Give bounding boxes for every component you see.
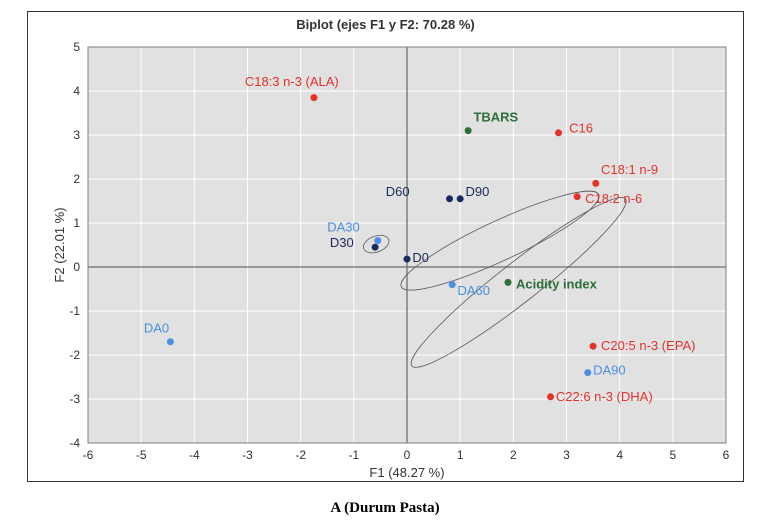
loading-point bbox=[547, 393, 554, 400]
index-point bbox=[505, 279, 512, 286]
loading-point bbox=[555, 129, 562, 136]
score-d-point bbox=[372, 244, 379, 251]
loading-point bbox=[590, 343, 597, 350]
y-tick-label: -2 bbox=[69, 348, 80, 362]
score-d-label: D0 bbox=[412, 250, 429, 265]
y-tick-label: 2 bbox=[73, 172, 80, 186]
x-tick-label: -1 bbox=[348, 448, 359, 462]
x-tick-label: 3 bbox=[563, 448, 570, 462]
score-da-label: DA0 bbox=[144, 321, 169, 336]
score-d-point bbox=[404, 256, 411, 263]
y-tick-label: -3 bbox=[69, 392, 80, 406]
score-d-point bbox=[446, 195, 453, 202]
y-axis-title: F2 (22.01 %) bbox=[52, 207, 67, 282]
loading-label: C18:1 n-9 bbox=[601, 162, 658, 177]
loading-point bbox=[310, 94, 317, 101]
index-label: TBARS bbox=[473, 109, 518, 124]
y-tick-label: 5 bbox=[73, 40, 80, 54]
score-da-label: DA90 bbox=[593, 362, 626, 377]
x-tick-label: 6 bbox=[723, 448, 730, 462]
y-tick-label: 3 bbox=[73, 128, 80, 142]
x-tick-label: -2 bbox=[295, 448, 306, 462]
x-tick-label: -3 bbox=[242, 448, 253, 462]
y-tick-label: 4 bbox=[73, 84, 80, 98]
score-d-point bbox=[457, 195, 464, 202]
score-da-point bbox=[374, 237, 381, 244]
x-axis-title: F1 (48.27 %) bbox=[88, 465, 726, 480]
x-tick-label: 5 bbox=[669, 448, 676, 462]
y-tick-label: 0 bbox=[73, 260, 80, 274]
x-tick-label: 0 bbox=[404, 448, 411, 462]
x-tick-label: 4 bbox=[616, 448, 623, 462]
x-tick-label: 1 bbox=[457, 448, 464, 462]
y-tick-label: -4 bbox=[69, 436, 80, 450]
loading-point bbox=[592, 180, 599, 187]
score-d-label: D90 bbox=[465, 184, 489, 199]
index-label: Acidity index bbox=[516, 277, 598, 292]
score-da-point bbox=[167, 338, 174, 345]
score-da-point bbox=[449, 281, 456, 288]
score-d-label: D30 bbox=[330, 235, 354, 250]
chart-svg: -6 -5 -4 -3 -2 -1 0 1 2 3 4 5 6 -4 -3 -2 -1 0 1 2 3 4 5 C18:3 n… bbox=[0, 0, 770, 527]
figure-caption: A (Durum Pasta) bbox=[0, 500, 770, 517]
x-tick-label: -6 bbox=[83, 448, 94, 462]
y-tick-label: 1 bbox=[73, 216, 80, 230]
score-d-label: D60 bbox=[386, 184, 410, 199]
y-tick-label: -1 bbox=[69, 304, 80, 318]
loading-label: C20:5 n-3 (EPA) bbox=[601, 338, 695, 353]
loading-label: C18:2 n-6 bbox=[585, 191, 642, 206]
loading-point bbox=[574, 193, 581, 200]
x-tick-label: 2 bbox=[510, 448, 517, 462]
score-da-label: DA30 bbox=[327, 219, 360, 234]
loading-label: C18:3 n-3 (ALA) bbox=[245, 74, 339, 89]
x-tick-label: -4 bbox=[189, 448, 200, 462]
index-point bbox=[465, 127, 472, 134]
score-da-point bbox=[584, 369, 591, 376]
loading-label: C22:6 n-3 (DHA) bbox=[556, 389, 653, 404]
loading-label: C16 bbox=[569, 120, 593, 135]
x-tick-label: -5 bbox=[136, 448, 147, 462]
score-da-label: DA60 bbox=[458, 283, 491, 298]
